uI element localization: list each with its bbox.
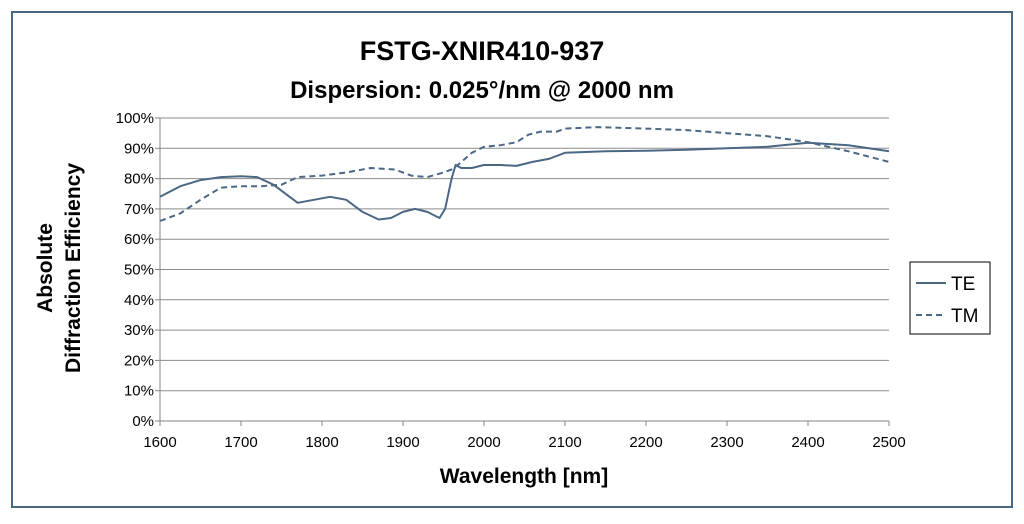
chart-border [11, 11, 1013, 508]
x-tick-label: 2200 [629, 434, 662, 451]
y-axis-label: Absolute Diffraction Efficiency [34, 163, 85, 373]
x-tick-label: 2000 [467, 434, 500, 451]
x-axis-label: Wavelength [nm] [440, 465, 608, 488]
x-tick-label: 2500 [872, 434, 905, 451]
y-tick-label: 0% [132, 413, 154, 430]
chart-subtitle: Dispersion: 0.025°/nm @ 2000 nm [290, 77, 674, 104]
x-tick-label: 2300 [710, 434, 743, 451]
y-tick-labels: 0% 10% 20% 30% 40% 50% 60% 70% 80% 90% 100% [116, 110, 154, 430]
x-tick-label: 1700 [224, 434, 257, 451]
gridlines [160, 117, 889, 392]
legend-label-te: TE [951, 274, 975, 295]
x-tick-label: 2100 [548, 434, 581, 451]
y-tick-label: 50% [124, 262, 154, 279]
y-tick-label: 70% [124, 201, 154, 218]
y-tick-label: 20% [124, 352, 154, 369]
y-axis-label-line2: Diffraction Efficiency [62, 163, 85, 373]
y-tick-label: 40% [124, 292, 154, 309]
series-line-te [159, 141, 890, 221]
series-line-tm [159, 126, 890, 222]
legend-label-tm: TM [951, 306, 978, 327]
x-tick-label: 1900 [386, 434, 419, 451]
y-tick-label: 10% [124, 383, 154, 400]
legend-box [909, 261, 991, 335]
x-tick-label: 2400 [791, 434, 824, 451]
y-tick-label: 90% [124, 140, 154, 157]
y-tick-label: 80% [124, 171, 154, 188]
chart-title: FSTG-XNIR410-937 [360, 36, 605, 66]
legend: TE TM [909, 261, 991, 335]
x-tick-label: 1800 [305, 434, 338, 451]
axes [155, 117, 890, 426]
y-tick-label: 30% [124, 322, 154, 339]
y-tick-label: 60% [124, 231, 154, 248]
y-tick-label: 100% [116, 110, 154, 127]
x-tick-label: 1600 [143, 434, 176, 451]
y-axis-label-line1: Absolute [34, 223, 57, 313]
series-lines [159, 126, 890, 222]
x-tick-labels: 1600 1700 1800 1900 2000 2100 2200 2300 2400 2500 [143, 434, 905, 451]
